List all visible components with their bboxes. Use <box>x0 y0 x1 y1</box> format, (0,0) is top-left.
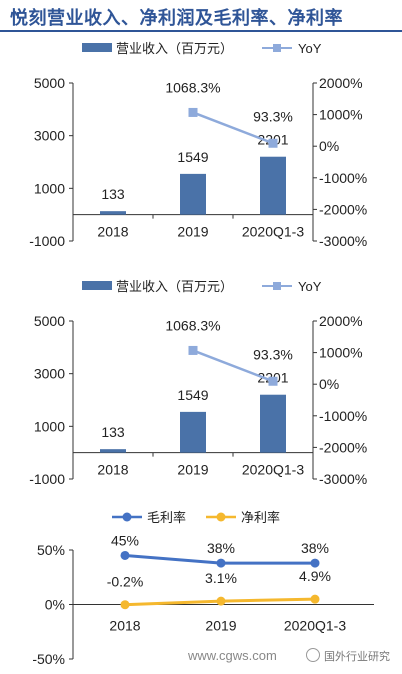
legend-label-yoy: YoY <box>298 41 322 56</box>
net-margin-label: 4.9% <box>299 568 331 584</box>
legend-marker-net <box>216 512 226 522</box>
yoy-data-label: 1068.3% <box>165 79 220 95</box>
right-tick-label: -1000% <box>319 408 367 424</box>
gross-margin-point <box>120 550 130 560</box>
x-tick-label: 2018 <box>109 618 140 634</box>
x-tick-label: 2019 <box>177 462 208 478</box>
revenue-bar <box>100 449 126 453</box>
title-underline <box>0 30 402 32</box>
revenue-chart-2: 营业收入（百万元） YoY 5000 3000 1000 -1000 2000% 1000% 0… <box>29 279 367 487</box>
watermark-url: www.cgws.com <box>188 648 277 663</box>
gross-margin-label: 38% <box>301 540 329 556</box>
watermark-brand: 国外行业研究 <box>324 650 390 663</box>
net-margin-point <box>310 594 320 604</box>
right-tick-label: 0% <box>319 138 339 154</box>
x-tick-label: 2019 <box>205 618 236 634</box>
wechat-icon <box>306 648 320 662</box>
legend-label-revenue: 营业收入（百万元） <box>116 279 233 294</box>
left-tick-label: -1000 <box>29 471 65 487</box>
right-tick-label: 2000% <box>319 313 363 329</box>
right-tick-label: 0% <box>319 376 339 392</box>
yoy-point <box>188 345 198 355</box>
yoy-point <box>268 138 278 148</box>
left-tick-label: -1000 <box>29 233 65 249</box>
legend-label-net: 净利率 <box>241 510 280 525</box>
net-margin-label: 3.1% <box>205 570 237 586</box>
right-tick-label: -3000% <box>319 233 367 249</box>
title-bar: 悦刻营业收入、净利润及毛利率、净利率 <box>0 0 402 34</box>
net-margin-point <box>216 596 226 606</box>
right-tick-label: -1000% <box>319 170 367 186</box>
left-tick-label: 5000 <box>34 75 65 91</box>
right-tick-label: 1000% <box>319 345 363 361</box>
legend-marker-yoy <box>273 44 281 52</box>
yoy-point <box>188 107 198 117</box>
left-tick-label: -50% <box>32 651 65 667</box>
legend-label-yoy: YoY <box>298 279 322 294</box>
revenue-bar <box>260 394 286 453</box>
legend-marker-yoy <box>273 282 281 290</box>
right-tick-label: 1000% <box>319 107 363 123</box>
x-tick-label: 2019 <box>177 224 208 240</box>
left-tick-label: 5000 <box>34 313 65 329</box>
x-tick-label: 2020Q1-3 <box>242 462 304 478</box>
gross-margin-label: 45% <box>111 532 139 548</box>
margin-chart: 毛利率 净利率 50% 0% -50% 2018 2019 2020Q1-3 45% 38% 38%… <box>32 510 374 667</box>
revenue-chart-1: 营业收入（百万元） YoY 5000 3000 1000 -1000 2000% 1000% 0… <box>29 41 367 249</box>
revenue-bar <box>260 156 286 215</box>
yoy-line <box>192 111 274 145</box>
yoy-point <box>268 376 278 386</box>
gross-margin-label: 38% <box>207 540 235 556</box>
revenue-bar <box>100 211 126 215</box>
legend-swatch-revenue <box>82 281 112 290</box>
x-tick-label: 2020Q1-3 <box>242 224 304 240</box>
net-margin-point <box>120 600 130 610</box>
legend-label-revenue: 营业收入（百万元） <box>116 41 233 56</box>
left-tick-label: 0% <box>45 597 65 613</box>
right-tick-label: -3000% <box>319 471 367 487</box>
gross-margin-point <box>216 558 226 568</box>
x-tick-label: 2018 <box>97 224 128 240</box>
yoy-data-label: 93.3% <box>253 108 293 124</box>
revenue-data-label: 1549 <box>177 387 208 403</box>
yoy-data-label: 93.3% <box>253 346 293 362</box>
legend-swatch-revenue <box>82 43 112 52</box>
yoy-line <box>192 349 274 383</box>
legend-marker-gross <box>122 512 132 522</box>
left-tick-label: 3000 <box>34 128 65 144</box>
revenue-data-label: 1549 <box>177 149 208 165</box>
revenue-data-label: 133 <box>101 424 125 440</box>
gross-margin-point <box>310 558 320 568</box>
right-tick-label: -2000% <box>319 201 367 217</box>
right-tick-label: -2000% <box>319 439 367 455</box>
revenue-data-label: 133 <box>101 186 125 202</box>
legend-label-gross: 毛利率 <box>147 510 186 525</box>
left-tick-label: 1000 <box>34 418 65 434</box>
x-tick-label: 2020Q1-3 <box>284 618 346 634</box>
right-tick-label: 2000% <box>319 75 363 91</box>
x-tick-label: 2018 <box>97 462 128 478</box>
page-title: 悦刻营业收入、净利润及毛利率、净利率 <box>10 8 343 29</box>
left-tick-label: 50% <box>37 542 65 558</box>
yoy-data-label: 1068.3% <box>165 317 220 333</box>
left-tick-label: 1000 <box>34 180 65 196</box>
revenue-bar <box>180 173 206 215</box>
left-tick-label: 3000 <box>34 366 65 382</box>
revenue-bar <box>180 411 206 453</box>
net-margin-label: -0.2% <box>107 574 144 590</box>
